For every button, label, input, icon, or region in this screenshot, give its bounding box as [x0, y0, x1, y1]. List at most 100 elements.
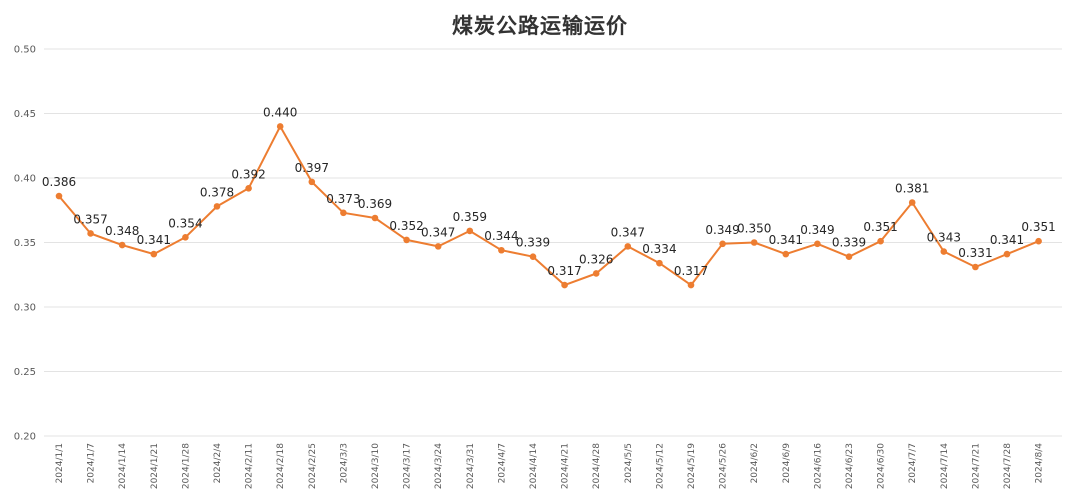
x-tick-label: 2024/1/21 — [150, 443, 160, 489]
data-point — [782, 250, 790, 258]
data-label: 0.357 — [73, 212, 107, 226]
x-tick-label: 2024/6/30 — [877, 443, 887, 489]
x-tick-label: 2024/5/26 — [719, 443, 729, 489]
data-label: 0.351 — [1021, 220, 1055, 234]
data-point — [245, 185, 252, 192]
data-label: 0.392 — [231, 167, 265, 181]
data-label: 0.349 — [705, 223, 739, 237]
data-point — [182, 234, 189, 241]
x-tick-label: 2024/3/24 — [434, 443, 444, 489]
data-point — [466, 227, 474, 235]
data-point — [908, 199, 916, 206]
data-point — [940, 248, 948, 255]
chart-title: 煤炭公路运输运价 — [452, 14, 628, 38]
x-tick-label: 2024/3/17 — [403, 443, 413, 489]
y-tick-label: 0.20 — [14, 432, 36, 443]
data-point — [529, 253, 537, 260]
data-point — [592, 270, 600, 277]
x-tick-label: 2024/6/23 — [845, 443, 855, 489]
series-line — [58, 125, 1039, 287]
data-label: 0.373 — [326, 192, 360, 206]
data-point — [814, 240, 821, 248]
data-label: 0.331 — [958, 246, 992, 260]
y-tick-label: 0.50 — [14, 45, 36, 56]
data-label: 0.347 — [611, 225, 645, 239]
data-point — [434, 243, 442, 250]
data-point — [972, 263, 979, 271]
x-tick-label: 2024/1/14 — [118, 443, 128, 489]
data-label: 0.334 — [642, 242, 676, 256]
data-label: 0.350 — [737, 222, 771, 236]
data-label: 0.339 — [516, 236, 550, 250]
data-point — [340, 209, 347, 217]
data-point — [561, 281, 568, 289]
data-label: 0.343 — [927, 231, 961, 245]
data-label: 0.317 — [674, 264, 708, 278]
data-label: 0.344 — [484, 229, 518, 243]
data-point — [1003, 250, 1011, 258]
data-point — [750, 239, 758, 246]
data-label: 0.440 — [263, 105, 297, 119]
data-label: 0.317 — [547, 264, 581, 278]
data-point — [403, 236, 410, 244]
y-tick-label: 0.45 — [14, 109, 36, 120]
x-tick-label: 2024/3/3 — [339, 443, 349, 483]
data-label: 0.339 — [832, 236, 866, 250]
data-label: 0.381 — [895, 182, 929, 196]
data-label: 0.349 — [800, 223, 834, 237]
x-tick-label: 2024/6/2 — [750, 443, 760, 483]
data-label: 0.326 — [579, 252, 613, 266]
x-tick-label: 2024/4/7 — [497, 443, 507, 483]
data-point — [150, 250, 158, 258]
data-label: 0.348 — [105, 224, 139, 238]
x-tick-label: 2024/4/28 — [592, 443, 602, 489]
data-point — [371, 214, 379, 222]
x-tick-label: 2024/1/28 — [181, 443, 191, 489]
x-tick-label: 2024/7/14 — [940, 443, 950, 489]
data-point — [845, 253, 853, 260]
data-point — [308, 178, 316, 186]
x-tick-label: 2024/2/25 — [308, 443, 318, 489]
data-label: 0.341 — [137, 233, 171, 247]
y-tick-label: 0.30 — [14, 303, 36, 314]
x-tick-label: 2024/2/18 — [276, 443, 286, 489]
x-tick-label: 2024/2/4 — [213, 443, 223, 484]
data-label: 0.352 — [389, 219, 423, 233]
data-point — [118, 241, 126, 249]
x-tick-label: 2024/1/1 — [55, 443, 65, 483]
x-tick-label: 2024/1/7 — [87, 443, 97, 483]
x-tick-label: 2024/4/21 — [561, 443, 571, 489]
x-tick-label: 2024/6/16 — [813, 443, 823, 489]
y-tick-label: 0.25 — [14, 367, 36, 378]
x-tick-label: 2024/2/11 — [245, 443, 255, 489]
x-tick-label: 2024/7/7 — [908, 443, 918, 483]
x-tick-label: 2024/8/4 — [1035, 443, 1045, 484]
data-label: 0.341 — [769, 233, 803, 247]
data-label: 0.386 — [42, 175, 76, 189]
x-tick-label: 2024/5/19 — [687, 443, 697, 489]
data-label: 0.378 — [200, 185, 234, 199]
x-tick-label: 2024/5/12 — [655, 443, 665, 489]
data-point — [656, 259, 663, 267]
data-point — [498, 246, 505, 254]
x-tick-label: 2024/7/28 — [1003, 443, 1013, 489]
x-tick-label: 2024/6/9 — [782, 443, 792, 484]
data-point — [276, 123, 284, 130]
data-point — [87, 230, 94, 237]
data-label: 0.369 — [358, 197, 392, 211]
x-tick-label: 2024/7/21 — [971, 443, 981, 489]
data-point — [1035, 237, 1042, 245]
data-point — [877, 237, 884, 245]
data-label: 0.347 — [421, 225, 455, 239]
data-point — [719, 240, 726, 248]
data-point — [687, 281, 695, 289]
data-point — [624, 243, 632, 250]
data-point — [213, 203, 221, 210]
x-tick-label: 2024/3/10 — [371, 443, 381, 489]
data-label: 0.341 — [990, 233, 1024, 247]
y-tick-label: 0.35 — [14, 238, 36, 249]
x-tick-label: 2024/5/5 — [624, 443, 634, 483]
data-label: 0.397 — [295, 161, 329, 175]
y-tick-label: 0.40 — [14, 174, 36, 185]
